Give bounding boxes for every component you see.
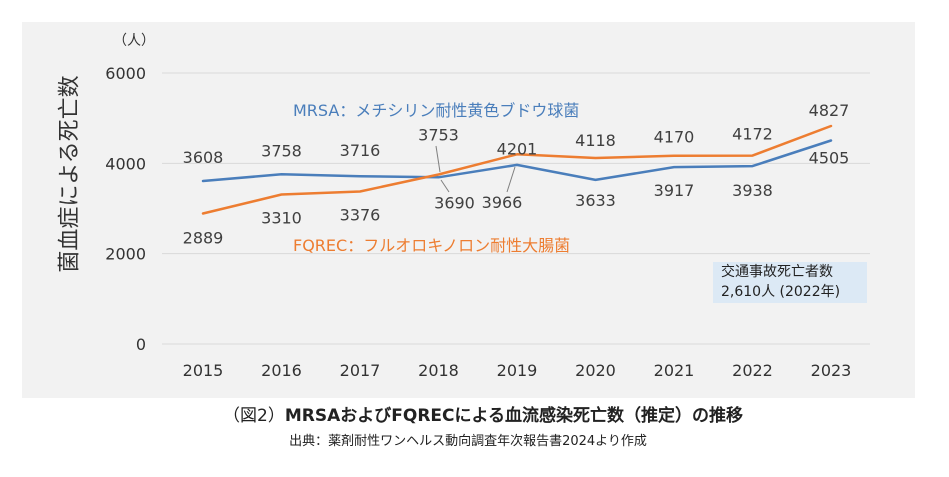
data-label: 3917 — [654, 181, 695, 200]
data-label: 4172 — [732, 125, 773, 144]
x-tick-label: 2015 — [183, 361, 224, 380]
x-tick-label: 2023 — [811, 361, 852, 380]
data-label: 3310 — [261, 208, 302, 227]
x-tick-label: 2017 — [340, 361, 381, 380]
figure-number: （図2） — [223, 406, 285, 426]
y-axis-unit: （人） — [113, 33, 155, 49]
data-label: 4201 — [497, 139, 538, 158]
series-label-fqrec: FQREC：フルオロキノロン耐性大腸菌 — [293, 236, 570, 255]
data-label: 2889 — [183, 229, 224, 248]
data-label: 3376 — [340, 206, 381, 225]
y-tick-label: 0 — [136, 335, 146, 354]
data-labels: 3608 3758 3716 3690 3966 3633 3917 3938 4505 2889… — [183, 101, 850, 248]
x-tick-label: 2021 — [654, 361, 695, 380]
fqrec-line — [201, 124, 833, 215]
figure-title: MRSAおよびFQRECによる血流感染死亡数（推定）の推移 — [285, 405, 743, 426]
y-tick-label: 2000 — [105, 245, 146, 264]
x-tick-label: 2022 — [732, 361, 773, 380]
x-axis-ticks: 2015 2016 2017 2018 2019 2020 2021 2022 2023 — [183, 361, 852, 380]
series-lines — [201, 124, 833, 215]
plot-background — [22, 22, 915, 398]
x-tick-label: 2019 — [497, 361, 538, 380]
data-label: 4827 — [809, 101, 850, 120]
leader-line — [440, 179, 450, 193]
data-label: 3716 — [340, 141, 381, 160]
annotation-box: 交通事故死亡者数 2,610人 (2022年) — [713, 262, 867, 303]
mrsa-line — [201, 139, 833, 183]
data-label: 4170 — [654, 128, 695, 147]
y-axis-ticks: 0 2000 4000 6000 — [105, 64, 146, 354]
figure-caption: （図2）MRSAおよびFQRECによる血流感染死亡数（推定）の推移 — [223, 405, 743, 426]
data-label: 3633 — [575, 191, 616, 210]
x-tick-label: 2016 — [261, 361, 302, 380]
data-label: 3753 — [418, 125, 459, 144]
data-label: 3690 — [434, 193, 475, 212]
annotation-line: 2,610人 (2022年) — [721, 284, 840, 300]
data-label: 4505 — [809, 149, 850, 168]
figure-source: 出典：薬剤耐性ワンヘルス動向調査年次報告書2024より作成 — [289, 433, 647, 449]
data-label: 3966 — [482, 193, 523, 212]
y-axis-title: 菌血症による死亡数 — [58, 75, 83, 272]
y-tick-label: 6000 — [105, 64, 146, 83]
gridlines — [162, 72, 870, 345]
data-label: 3938 — [732, 181, 773, 200]
x-tick-label: 2018 — [418, 361, 459, 380]
data-label: 3758 — [261, 141, 302, 160]
data-label: 3608 — [183, 148, 224, 167]
data-label: 4118 — [575, 131, 616, 150]
series-label-mrsa: MRSA：メチシリン耐性黄色ブドウ球菌 — [293, 101, 579, 120]
leader-line — [506, 166, 516, 193]
leader-lines — [435, 145, 516, 193]
leader-line — [435, 145, 441, 173]
x-tick-label: 2020 — [575, 361, 616, 380]
annotation-line: 交通事故死亡者数 — [721, 263, 833, 280]
y-tick-label: 4000 — [105, 154, 146, 173]
annotation-background — [713, 262, 867, 303]
